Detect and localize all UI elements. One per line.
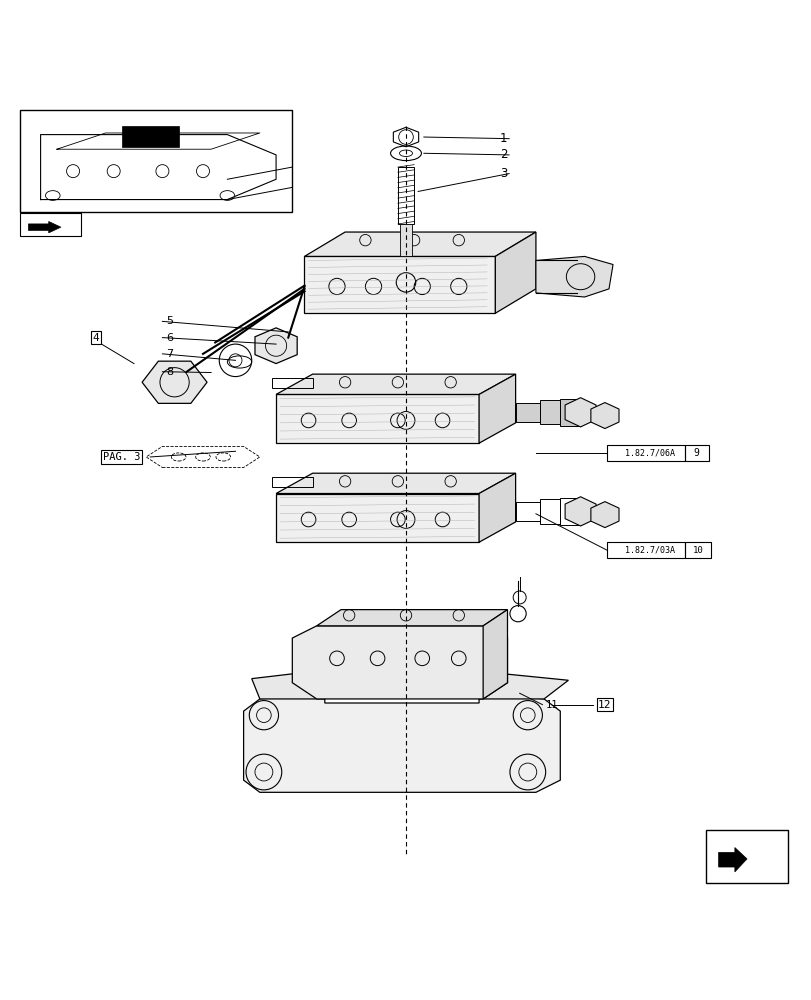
Text: 9: 9: [693, 448, 699, 458]
Bar: [272, 378, 312, 388]
Text: 5: 5: [166, 316, 174, 326]
Polygon shape: [255, 328, 297, 364]
Polygon shape: [28, 221, 61, 233]
Polygon shape: [276, 374, 515, 394]
Polygon shape: [142, 361, 207, 403]
Bar: [272, 477, 312, 487]
Polygon shape: [276, 494, 478, 542]
Polygon shape: [535, 256, 612, 297]
Polygon shape: [304, 232, 535, 256]
Polygon shape: [478, 473, 515, 542]
Polygon shape: [393, 127, 418, 147]
Polygon shape: [718, 848, 746, 872]
Text: 1.82.7/03A: 1.82.7/03A: [624, 546, 675, 555]
Bar: [20, 213, 81, 236]
Text: 7: 7: [166, 349, 174, 359]
Text: 1.82.7/06A: 1.82.7/06A: [624, 448, 675, 457]
Text: 3: 3: [500, 167, 507, 180]
Bar: [20, 110, 292, 212]
Bar: [539, 499, 560, 524]
Polygon shape: [483, 610, 507, 699]
Bar: [684, 542, 710, 558]
Polygon shape: [590, 502, 618, 528]
Polygon shape: [292, 626, 507, 699]
Text: 6: 6: [166, 333, 174, 343]
Text: 8: 8: [166, 367, 174, 377]
Bar: [400, 224, 411, 256]
Polygon shape: [122, 126, 178, 147]
Bar: [515, 403, 539, 422]
Text: 4: 4: [92, 333, 99, 343]
Text: 10: 10: [692, 546, 703, 555]
Polygon shape: [304, 256, 495, 313]
Text: 12: 12: [598, 700, 611, 710]
Bar: [607, 542, 684, 558]
Bar: [397, 167, 414, 224]
Polygon shape: [243, 695, 560, 792]
Text: PAG. 3: PAG. 3: [103, 452, 140, 462]
Polygon shape: [276, 473, 515, 494]
Polygon shape: [564, 497, 595, 526]
Polygon shape: [316, 610, 507, 626]
Polygon shape: [495, 232, 535, 313]
Polygon shape: [590, 403, 618, 429]
Bar: [706, 830, 787, 883]
Polygon shape: [564, 398, 595, 427]
Polygon shape: [478, 374, 515, 443]
Text: 11: 11: [545, 700, 557, 710]
Polygon shape: [251, 662, 568, 699]
Bar: [684, 445, 708, 461]
Bar: [539, 400, 560, 424]
Bar: [560, 498, 580, 525]
Text: 1: 1: [500, 132, 507, 145]
Bar: [515, 502, 539, 521]
Text: 2: 2: [500, 148, 507, 161]
Bar: [607, 445, 684, 461]
Polygon shape: [276, 394, 478, 443]
Bar: [560, 398, 580, 426]
